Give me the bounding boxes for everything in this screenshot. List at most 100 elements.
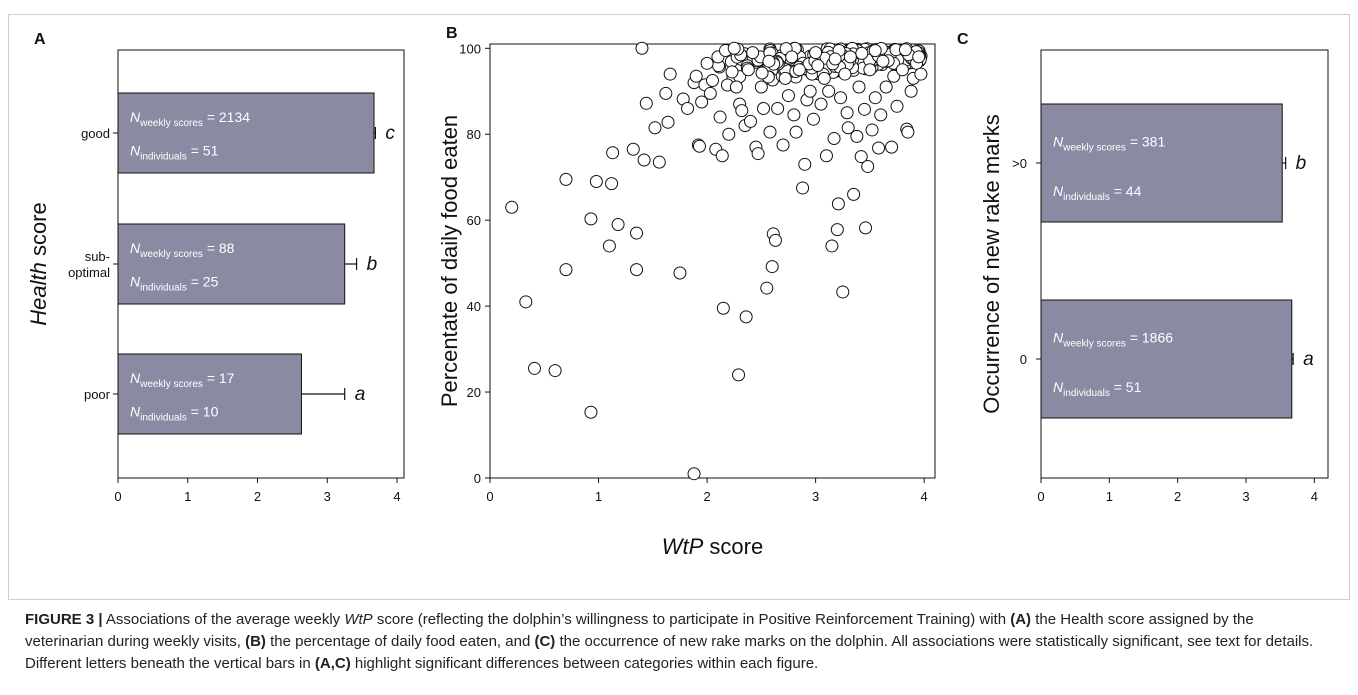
scatter-point xyxy=(838,67,852,81)
scatter-point xyxy=(605,177,619,191)
scatter-point xyxy=(912,50,926,64)
category-label: good xyxy=(81,126,110,141)
panel-label-B: B xyxy=(446,25,458,42)
category-label: poor xyxy=(84,387,111,402)
caption-part: (A) xyxy=(1010,611,1032,628)
scatter-point xyxy=(887,69,901,83)
scatter-point xyxy=(827,132,841,146)
scatter-point xyxy=(652,155,666,169)
scatter-point xyxy=(505,200,519,214)
scatter-point xyxy=(673,266,687,280)
caption-part: the Health score assigned by the veterin… xyxy=(25,611,1254,650)
scatter-point xyxy=(606,146,620,160)
scatter-point xyxy=(757,101,771,115)
x-tick-label: 3 xyxy=(324,489,331,504)
scatter-point xyxy=(895,63,909,77)
scatter-point xyxy=(635,41,649,55)
scatter-points xyxy=(505,41,928,481)
caption-part: score (reflecting the dolphin’s willingn… xyxy=(372,611,1011,628)
scatter-point xyxy=(703,86,717,100)
scatter-point xyxy=(898,43,912,57)
annotation-n-individuals: Nindividuals = 51 xyxy=(130,142,219,162)
scatter-point xyxy=(689,69,703,83)
x-tick-label: 3 xyxy=(812,489,819,504)
scatter-point xyxy=(584,212,598,226)
significance-letter: a xyxy=(355,384,366,405)
caption-part: the percentage of daily food eaten, and xyxy=(265,633,535,650)
x-tick-label: 4 xyxy=(1311,489,1318,504)
plot-area-C xyxy=(1040,49,1329,479)
scatter-point xyxy=(739,310,753,324)
scatter-point xyxy=(559,263,573,277)
scatter-point xyxy=(834,91,848,105)
x-tick-label: 4 xyxy=(393,489,400,504)
scatter-point xyxy=(781,89,795,103)
significance-letter: b xyxy=(1296,153,1307,174)
bar xyxy=(1040,103,1283,223)
caption-label: FIGURE 3 | xyxy=(25,611,103,628)
scatter-point xyxy=(611,217,625,231)
caption-part: highlight significant differences betwee… xyxy=(350,655,819,672)
caption-part: (B) xyxy=(245,633,266,650)
x-tick-label: 1 xyxy=(595,489,602,504)
x-tick-label: 1 xyxy=(1106,489,1113,504)
scatter-point xyxy=(716,301,730,315)
scatter-point xyxy=(857,102,871,116)
scatter-point xyxy=(687,467,701,481)
scatter-point xyxy=(700,56,714,70)
caption-part: (C) xyxy=(534,633,556,650)
y-axis-title: Percentate of daily food eaten xyxy=(437,115,462,407)
scatter-point xyxy=(754,80,768,94)
scatter-point xyxy=(828,52,842,66)
scatter-point xyxy=(817,71,831,85)
scatter-point xyxy=(659,86,673,100)
category-label: optimal xyxy=(68,265,110,280)
panel-label-C: C xyxy=(957,31,969,48)
scatter-point xyxy=(778,71,792,85)
y-axis-title: Health score xyxy=(26,202,51,326)
scatter-point xyxy=(841,121,855,135)
x-tick-label: 0 xyxy=(1037,489,1044,504)
x-axis-title: WtP score xyxy=(662,534,763,559)
scatter-point xyxy=(639,96,653,110)
annotation-n-weekly: Nweekly scores = 1866 xyxy=(1053,329,1173,349)
scatter-point xyxy=(792,63,806,77)
x-tick-label: 3 xyxy=(1242,489,1249,504)
scatter-point xyxy=(872,141,886,155)
scatter-point xyxy=(914,67,928,81)
category-label: 0 xyxy=(1020,352,1027,367)
scatter-point xyxy=(809,46,823,60)
caption-part: (A,C) xyxy=(314,655,351,672)
annotation-n-weekly: Nweekly scores = 17 xyxy=(130,370,235,390)
scatter-point xyxy=(548,364,562,378)
annotation-n-weekly: Nweekly scores = 88 xyxy=(130,240,235,260)
scatter-point xyxy=(785,50,799,64)
y-tick-label: 0 xyxy=(474,471,481,486)
panel-label-A: A xyxy=(34,31,46,48)
figure-frame xyxy=(8,14,1350,600)
scatter-point xyxy=(768,233,782,247)
x-tick-label: 2 xyxy=(1174,489,1181,504)
scatter-point xyxy=(763,125,777,139)
x-tick-label: 2 xyxy=(703,489,710,504)
category-label: >0 xyxy=(1012,156,1027,171)
scatter-point xyxy=(861,159,875,173)
scatter-point xyxy=(765,260,779,274)
scatter-point xyxy=(626,142,640,156)
scatter-point xyxy=(725,65,739,79)
scatter-point xyxy=(855,46,869,60)
caption-part: WtP xyxy=(344,611,373,628)
scatter-point xyxy=(806,112,820,126)
significance-letter: b xyxy=(367,254,378,275)
scatter-point xyxy=(874,108,888,122)
scatter-point xyxy=(803,84,817,98)
bar xyxy=(117,353,302,435)
scatter-point xyxy=(771,101,785,115)
scatter-point xyxy=(743,114,757,128)
scatter-point xyxy=(831,197,845,211)
scatter-point xyxy=(814,97,828,111)
scatter-point xyxy=(830,223,844,237)
scatter-point xyxy=(901,125,915,139)
y-tick-label: 60 xyxy=(467,213,481,228)
